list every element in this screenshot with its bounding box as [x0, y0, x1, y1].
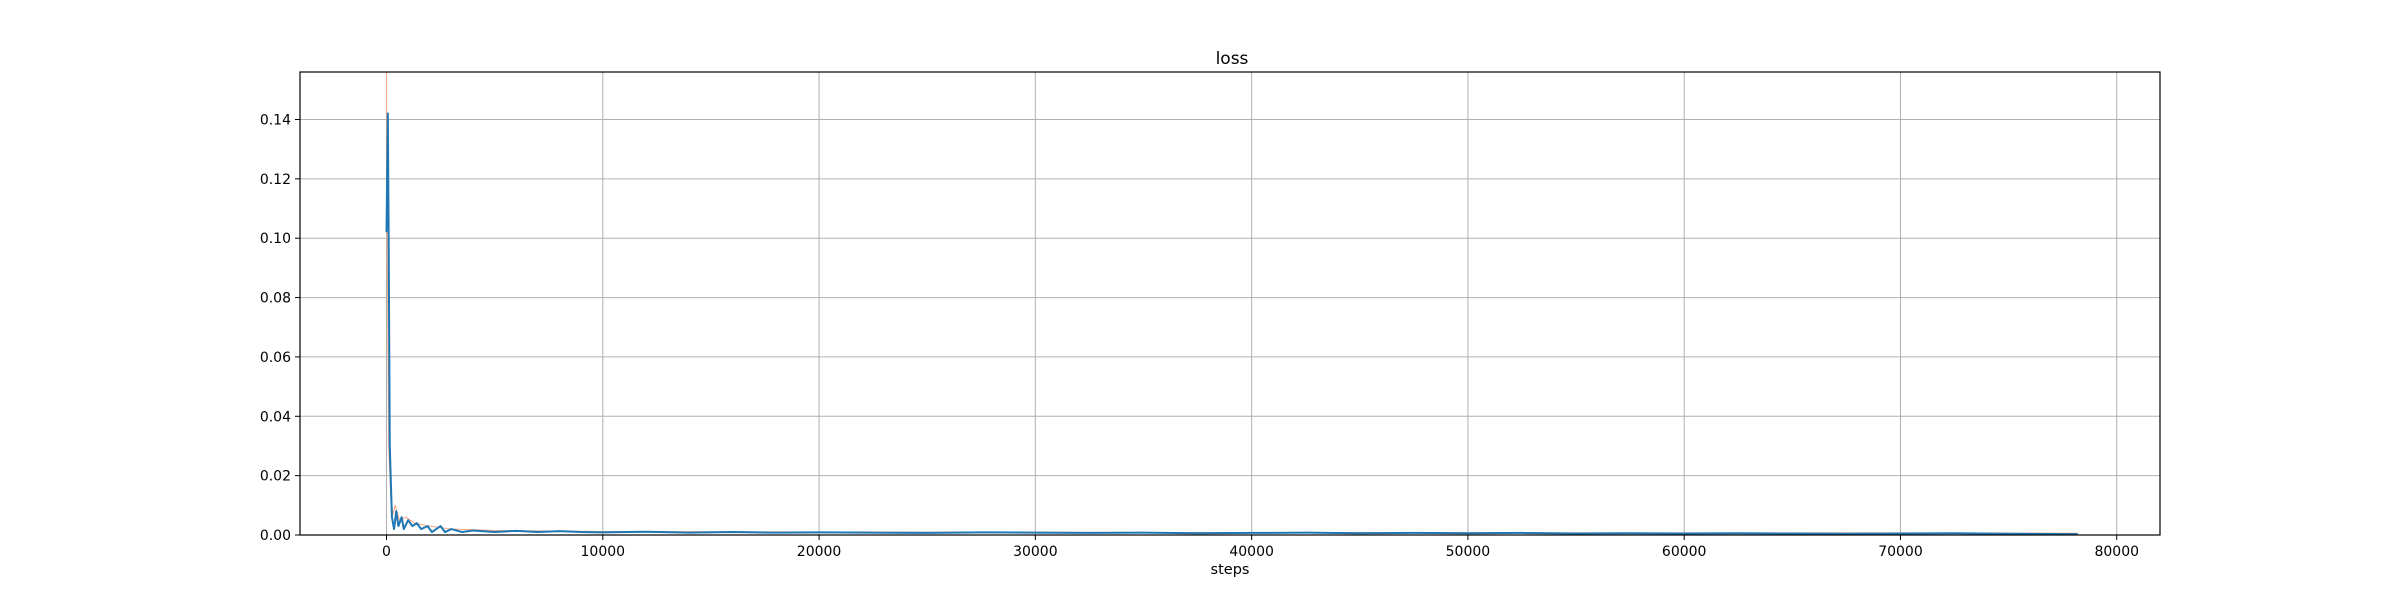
y-tick-label: 0.14 [260, 112, 291, 128]
x-tick-label: 20000 [797, 544, 842, 560]
x-tick-label: 10000 [581, 544, 626, 560]
plot-area-frame [299, 71, 2161, 536]
x-tick-label: 70000 [1878, 544, 1923, 560]
y-tick-label: 0.12 [260, 172, 291, 188]
x-tick-label: 0 [382, 544, 391, 560]
series-line-1 [385, 112, 2078, 536]
y-tick-label: 0.06 [260, 350, 291, 366]
y-tick-label: 0.00 [260, 528, 291, 544]
y-tick-label: 0.02 [260, 469, 291, 485]
axis-ticks: 0 10000 20000 30000 40000 50000 60000 70000 8000… [260, 112, 2139, 560]
x-tick-label: 30000 [1013, 544, 1058, 560]
y-tick-label: 0.10 [260, 231, 291, 247]
chart-title: loss [1216, 49, 1249, 69]
x-tick-label: 60000 [1662, 544, 1707, 560]
x-tick-label: 40000 [1229, 544, 1274, 560]
data-series [385, 72, 2078, 536]
x-tick-label: 50000 [1446, 544, 1491, 560]
y-tick-label: 0.08 [260, 291, 291, 307]
x-tick-label: 80000 [2094, 544, 2139, 560]
y-tick-label: 0.04 [260, 409, 291, 425]
x-axis-label: steps [1211, 562, 1250, 578]
